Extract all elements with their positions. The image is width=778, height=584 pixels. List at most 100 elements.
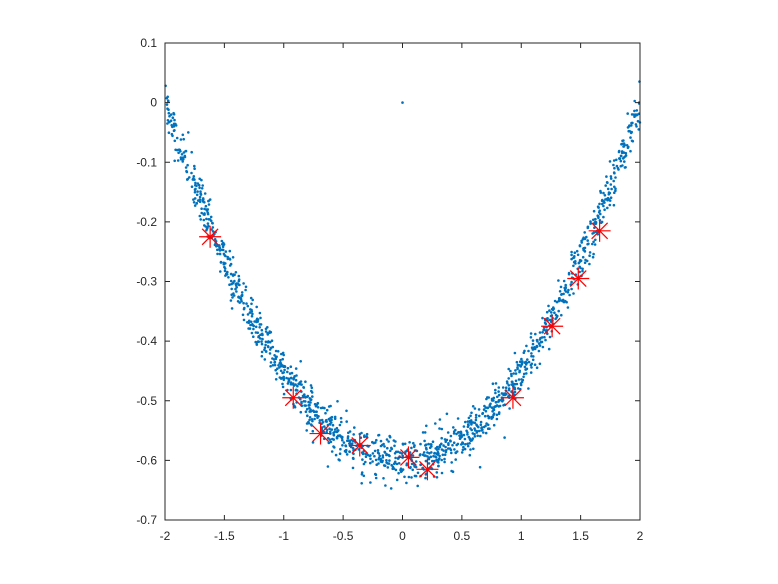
scatter-point xyxy=(375,463,379,467)
scatter-point xyxy=(486,414,490,418)
scatter-point xyxy=(348,450,352,454)
scatter-point xyxy=(232,294,236,297)
scatter-point xyxy=(531,342,535,346)
scatter-point xyxy=(450,461,454,464)
scatter-point xyxy=(264,330,268,333)
scatter-point xyxy=(181,133,185,137)
scatter-point xyxy=(248,311,252,314)
scatter-point xyxy=(553,311,556,315)
scatter-point xyxy=(630,121,633,125)
scatter-point xyxy=(222,243,225,246)
scatter-point xyxy=(193,190,197,194)
scatter-point xyxy=(592,209,596,213)
scatter-point xyxy=(497,390,500,393)
scatter-point xyxy=(419,453,422,456)
scatter-point xyxy=(257,340,261,344)
scatter-point xyxy=(254,340,257,344)
scatter-point xyxy=(434,456,438,459)
scatter-point xyxy=(381,454,385,457)
scatter-point xyxy=(274,357,278,361)
scatter-point xyxy=(173,139,177,143)
scatter-point xyxy=(364,452,367,456)
scatter-point xyxy=(173,118,176,122)
scatter-point xyxy=(518,369,521,373)
scatter-point xyxy=(581,267,584,271)
scatter-point xyxy=(334,453,338,457)
scatter-point xyxy=(206,226,209,229)
scatter-point xyxy=(194,181,197,185)
scatter-point xyxy=(385,459,388,462)
scatter-point xyxy=(419,442,422,446)
scatter-point xyxy=(292,384,296,387)
scatter-point xyxy=(207,203,211,206)
scatter-point xyxy=(594,238,597,242)
scatter-point xyxy=(310,391,314,394)
scatter-point xyxy=(461,441,464,444)
scatter-point xyxy=(548,335,552,339)
scatter-point xyxy=(538,331,542,334)
scatter-point xyxy=(630,113,634,116)
scatter-point xyxy=(451,443,454,447)
y-tick-label: 0 xyxy=(150,96,157,110)
scatter-point xyxy=(397,462,401,465)
scatter-point xyxy=(578,265,581,269)
scatter-point xyxy=(413,444,416,447)
scatter-point xyxy=(237,278,241,281)
scatter-point xyxy=(390,447,394,451)
scatter-point xyxy=(249,320,253,324)
scatter-point xyxy=(203,207,206,211)
scatter-point xyxy=(564,290,568,293)
scatter-point xyxy=(485,397,488,401)
asterisk-marker xyxy=(567,267,590,290)
scatter-point xyxy=(267,345,270,349)
scatter-point xyxy=(424,443,428,447)
scatter-point xyxy=(506,382,509,385)
scatter-point xyxy=(393,444,396,448)
scatter-point xyxy=(466,442,469,446)
y-tick-label: -0.3 xyxy=(136,275,157,289)
scatter-point xyxy=(425,424,428,428)
scatter-point xyxy=(389,487,393,490)
scatter-point xyxy=(403,475,406,479)
scatter-point xyxy=(182,137,185,141)
scatter-point xyxy=(624,151,628,155)
scatter-point xyxy=(216,252,219,256)
scatter-point xyxy=(327,417,331,421)
scatter-point xyxy=(281,364,284,367)
scatter-point xyxy=(604,198,607,201)
scatter-point xyxy=(283,365,287,369)
scatter-point xyxy=(167,131,171,134)
scatter-point xyxy=(492,423,496,427)
scatter-point xyxy=(527,349,530,353)
scatter-point xyxy=(211,221,214,225)
scatter-point xyxy=(481,428,484,432)
scatter-point xyxy=(291,382,295,385)
scatter-point xyxy=(495,413,499,417)
scatter-point xyxy=(547,304,550,308)
scatter-point xyxy=(383,464,387,468)
scatter-point xyxy=(200,187,204,190)
scatter-point xyxy=(558,290,562,293)
scatter-point xyxy=(437,464,440,468)
scatter-point xyxy=(270,339,274,343)
scatter-point xyxy=(235,290,238,293)
scatter-point xyxy=(469,419,473,422)
scatter-point xyxy=(477,429,481,433)
scatter-point xyxy=(578,244,582,248)
scatter-point xyxy=(276,350,280,353)
scatter-point xyxy=(578,270,581,274)
scatter-point xyxy=(487,396,491,399)
scatter-point xyxy=(560,313,563,317)
asterisk-marker xyxy=(199,225,222,248)
scatter-point xyxy=(340,436,344,440)
scatter-point xyxy=(541,316,544,320)
scatter-point xyxy=(466,444,470,448)
scatter-point xyxy=(530,366,533,369)
scatter-point xyxy=(543,321,547,325)
scatter-point xyxy=(195,193,199,197)
scatter-point xyxy=(452,426,455,429)
scatter-point xyxy=(460,451,464,454)
scatter-point xyxy=(473,421,477,425)
scatter-point xyxy=(315,403,319,406)
scatter-point xyxy=(195,202,198,205)
